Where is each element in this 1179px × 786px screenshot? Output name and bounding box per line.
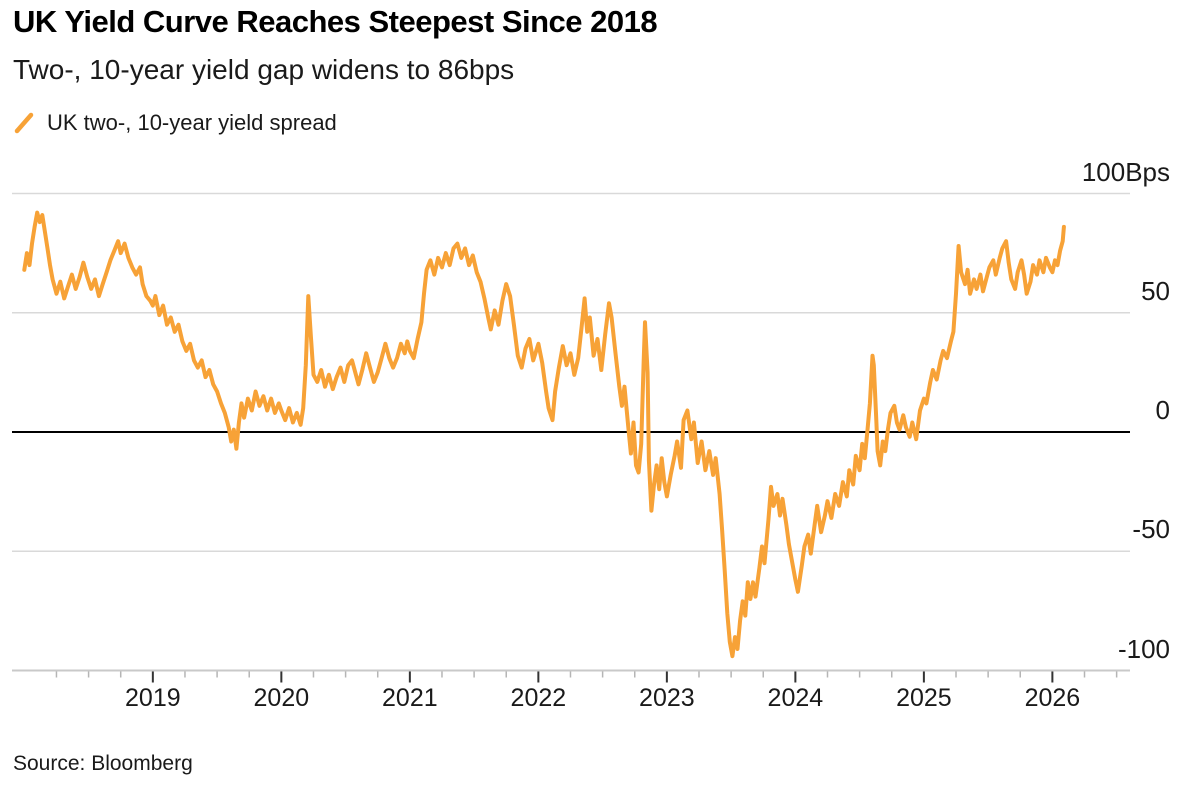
- y-axis-label-50: 50: [1141, 275, 1170, 306]
- y-axis-label-0: 0: [1155, 395, 1170, 425]
- y-axis-label--50: -50: [1132, 514, 1170, 545]
- x-axis-year-label-2022: 2022: [510, 684, 567, 712]
- legend-series-label: UK two-, 10-year yield spread: [47, 110, 337, 135]
- chart-subtitle: Two-, 10-year yield gap widens to 86bps: [13, 54, 515, 85]
- source-note: Source: Bloomberg: [13, 752, 193, 775]
- y-axis-label--100: -100: [1117, 633, 1170, 664]
- x-axis-year-label-2021: 2021: [382, 684, 438, 712]
- gridlines: [12, 192, 1130, 672]
- x-axis-year-label-2019: 2019: [125, 684, 181, 712]
- x-axis-year-label-2026: 2026: [1024, 684, 1081, 712]
- chart-title: UK Yield Curve Reaches Steepest Since 20…: [13, 4, 658, 39]
- yield-spread-line: [22, 210, 1066, 659]
- legend: UK two-, 10-year yield spread: [13, 110, 337, 136]
- legend-line-marker-icon: [14, 112, 34, 134]
- x-axis-year-label-2023: 2023: [639, 684, 695, 712]
- axis-ticks: [55, 671, 1118, 683]
- x-axis-year-label-2020: 2020: [253, 684, 310, 712]
- y-axis-label-100: 100Bps: [1081, 156, 1170, 187]
- x-axis-year-label-2025: 2025: [896, 684, 952, 712]
- x-axis-year-label-2024: 2024: [767, 684, 824, 712]
